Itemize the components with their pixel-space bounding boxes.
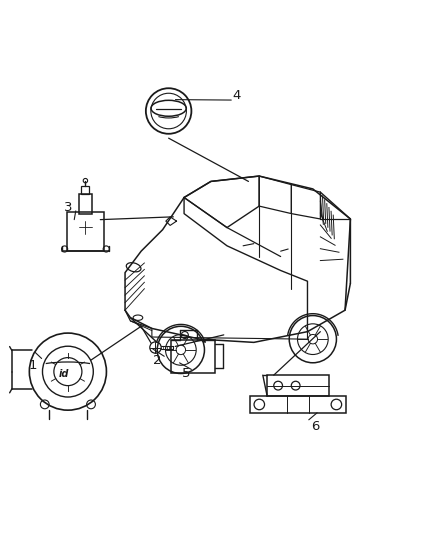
- Text: 2: 2: [153, 354, 162, 367]
- Text: 4: 4: [232, 89, 241, 102]
- Bar: [267, 375, 328, 396]
- Text: id: id: [58, 369, 69, 379]
- Bar: [250, 396, 346, 413]
- Bar: [171, 340, 215, 373]
- Bar: [67, 212, 104, 251]
- Bar: [81, 187, 89, 194]
- Bar: [79, 194, 92, 214]
- Text: 6: 6: [311, 420, 320, 433]
- Text: 3: 3: [64, 201, 72, 214]
- Text: 1: 1: [28, 359, 37, 372]
- Text: 5: 5: [182, 367, 191, 381]
